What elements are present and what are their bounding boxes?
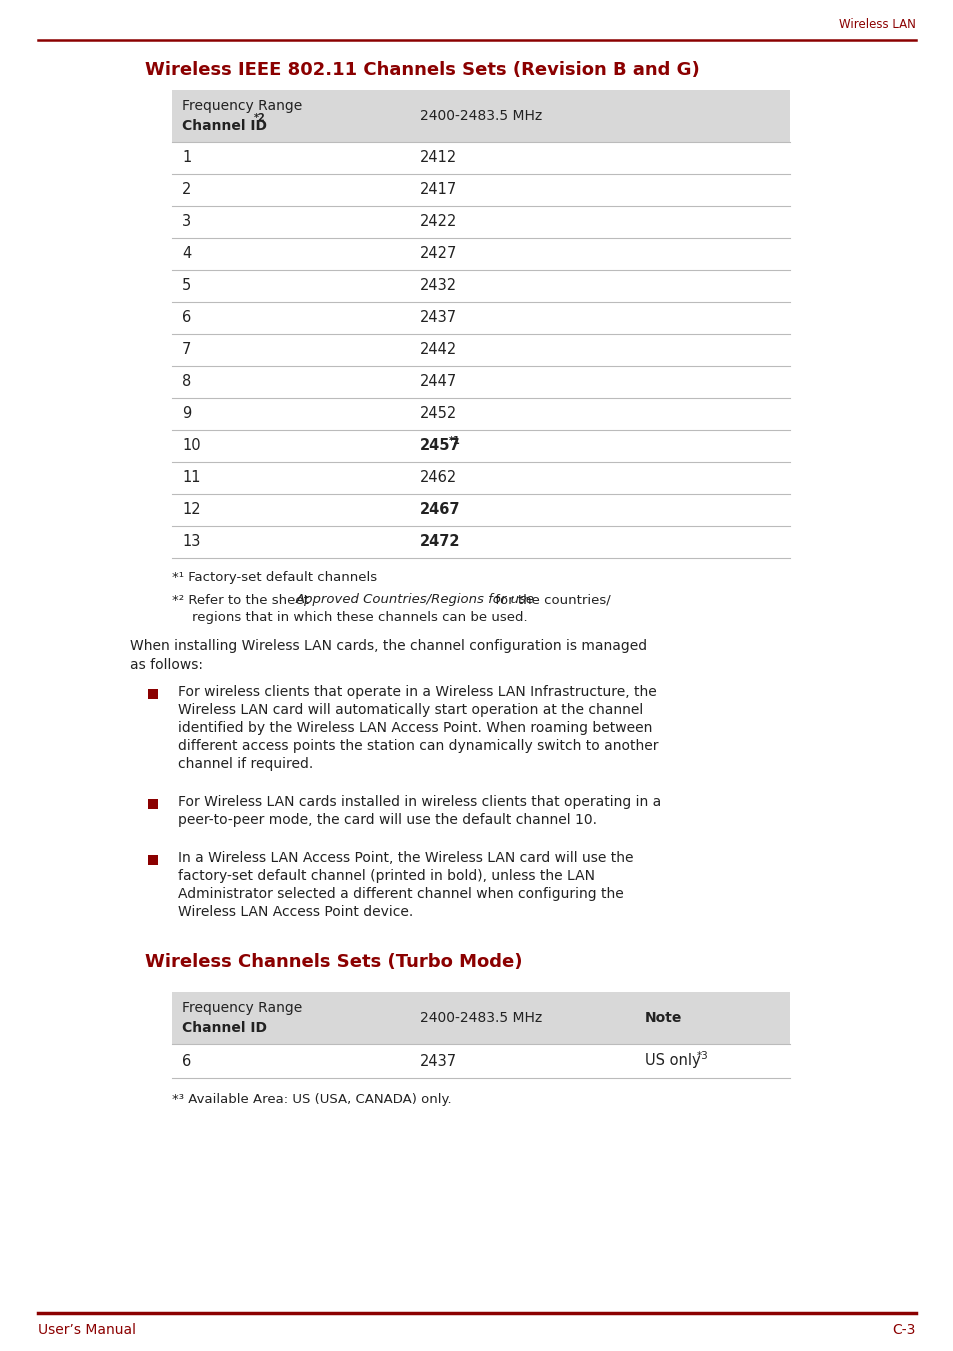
Text: 10: 10	[182, 439, 200, 454]
Text: factory-set default channel (printed in bold), unless the LAN: factory-set default channel (printed in …	[178, 869, 595, 884]
Text: US only: US only	[644, 1054, 700, 1069]
Text: 2: 2	[182, 182, 192, 197]
Text: *3: *3	[697, 1051, 708, 1061]
Text: Note: Note	[644, 1011, 681, 1025]
Text: different access points the station can dynamically switch to another: different access points the station can …	[178, 739, 658, 753]
Bar	[148, 855, 158, 865]
Text: for the countries/: for the countries/	[491, 593, 610, 607]
Text: When installing Wireless LAN cards, the channel configuration is managed: When installing Wireless LAN cards, the …	[130, 639, 646, 653]
Text: 2400-2483.5 MHz: 2400-2483.5 MHz	[419, 1011, 541, 1025]
Text: Frequency Range: Frequency Range	[182, 1001, 302, 1015]
Text: In a Wireless LAN Access Point, the Wireless LAN card will use the: In a Wireless LAN Access Point, the Wire…	[178, 851, 633, 865]
Text: Wireless IEEE 802.11 Channels Sets (Revision B and G): Wireless IEEE 802.11 Channels Sets (Revi…	[145, 61, 699, 78]
Text: 2467: 2467	[419, 503, 460, 517]
Text: 2442: 2442	[419, 343, 456, 358]
Text: 2462: 2462	[419, 470, 456, 485]
Text: 1: 1	[182, 150, 191, 166]
Text: identified by the Wireless LAN Access Point. When roaming between: identified by the Wireless LAN Access Po…	[178, 721, 652, 735]
Text: For wireless clients that operate in a Wireless LAN Infrastructure, the: For wireless clients that operate in a W…	[178, 685, 656, 698]
Text: For Wireless LAN cards installed in wireless clients that operating in a: For Wireless LAN cards installed in wire…	[178, 794, 660, 809]
Text: 2427: 2427	[419, 246, 456, 262]
Text: peer-to-peer mode, the card will use the default channel 10.: peer-to-peer mode, the card will use the…	[178, 813, 597, 827]
Text: 6: 6	[182, 1054, 191, 1069]
Text: 7: 7	[182, 343, 192, 358]
Text: as follows:: as follows:	[130, 658, 203, 671]
Text: Frequency Range: Frequency Range	[182, 99, 302, 113]
Text: 2437: 2437	[419, 311, 456, 326]
Text: 2472: 2472	[419, 535, 460, 550]
Text: 12: 12	[182, 503, 200, 517]
Text: Wireless Channels Sets (Turbo Mode): Wireless Channels Sets (Turbo Mode)	[145, 952, 522, 971]
Text: 2400-2483.5 MHz: 2400-2483.5 MHz	[419, 109, 541, 123]
Text: 2452: 2452	[419, 407, 456, 422]
Text: C-3: C-3	[892, 1323, 915, 1337]
Text: 2457: 2457	[419, 439, 460, 454]
Text: *² Refer to the sheet: *² Refer to the sheet	[172, 593, 313, 607]
Text: *¹ Factory-set default channels: *¹ Factory-set default channels	[172, 571, 376, 585]
Text: channel if required.: channel if required.	[178, 757, 313, 771]
Text: Wireless LAN: Wireless LAN	[839, 18, 915, 31]
Text: Channel ID: Channel ID	[182, 119, 267, 132]
Text: 2422: 2422	[419, 215, 456, 230]
Bar	[148, 798, 158, 809]
Text: 11: 11	[182, 470, 200, 485]
Text: User’s Manual: User’s Manual	[38, 1323, 136, 1337]
Bar	[148, 689, 158, 698]
Text: Channel ID: Channel ID	[182, 1021, 267, 1035]
Text: 3: 3	[182, 215, 191, 230]
Text: *1: *1	[448, 436, 460, 446]
Text: 2447: 2447	[419, 374, 456, 389]
Bar	[172, 91, 789, 142]
Text: 4: 4	[182, 246, 191, 262]
Text: 13: 13	[182, 535, 200, 550]
Text: 9: 9	[182, 407, 191, 422]
Text: Wireless LAN card will automatically start operation at the channel: Wireless LAN card will automatically sta…	[178, 703, 642, 717]
Text: Approved Countries/Regions for use: Approved Countries/Regions for use	[295, 593, 535, 607]
Text: 2432: 2432	[419, 278, 456, 293]
Text: 2437: 2437	[419, 1054, 456, 1069]
Text: *2: *2	[253, 113, 266, 123]
Text: *³ Available Area: US (USA, CANADA) only.: *³ Available Area: US (USA, CANADA) only…	[172, 1093, 451, 1106]
Text: 8: 8	[182, 374, 191, 389]
Text: Wireless LAN Access Point device.: Wireless LAN Access Point device.	[178, 905, 413, 919]
Text: 6: 6	[182, 311, 191, 326]
Text: 5: 5	[182, 278, 191, 293]
Text: 2417: 2417	[419, 182, 456, 197]
Text: regions that in which these channels can be used.: regions that in which these channels can…	[192, 612, 527, 624]
Bar	[172, 992, 789, 1044]
Text: 2412: 2412	[419, 150, 456, 166]
Text: Administrator selected a different channel when configuring the: Administrator selected a different chann…	[178, 888, 623, 901]
